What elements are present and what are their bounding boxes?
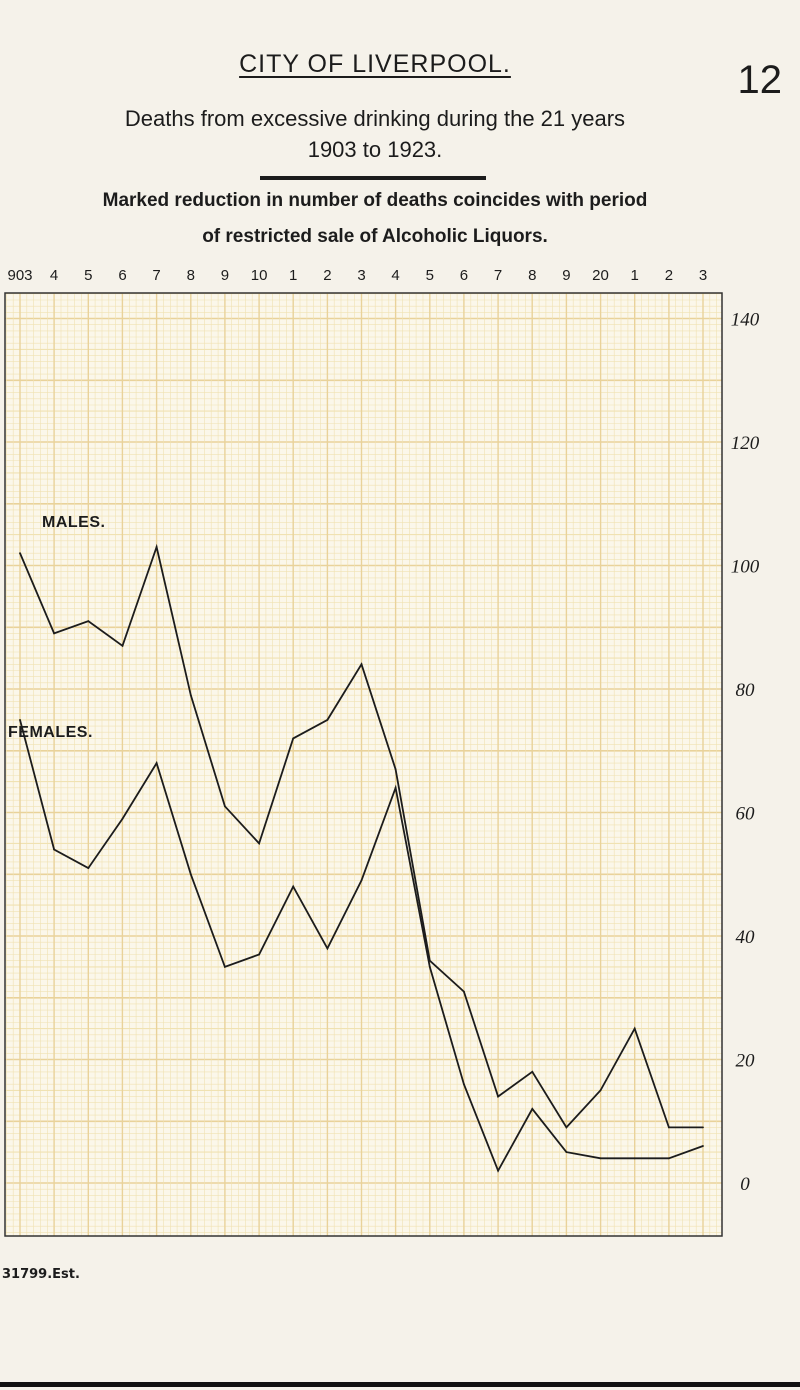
data-point-males-1904 xyxy=(53,632,55,635)
data-point-females-1904 xyxy=(53,848,55,851)
x-tick-label-1913: 3 xyxy=(357,267,365,284)
data-point-males-1913 xyxy=(360,663,363,666)
heading-rule xyxy=(260,176,486,180)
data-point-females-1916 xyxy=(463,1083,465,1086)
data-point-females-1913 xyxy=(360,879,363,882)
x-tick-label-1920: 20 xyxy=(592,267,609,284)
page-title: CITY OF LIVERPOOL. xyxy=(239,50,511,78)
y-tick-label-40: 40 xyxy=(736,927,756,948)
x-tick-label-1905: 5 xyxy=(84,267,92,284)
data-point-females-1914 xyxy=(394,786,397,789)
chart-heading-line-2: 1903 to 1923. xyxy=(307,137,443,162)
data-point-males-1920 xyxy=(599,1089,602,1092)
x-tick-label-1903: 903 xyxy=(7,267,32,284)
x-tick-label-1918: 8 xyxy=(528,267,536,284)
y-tick-label-0: 0 xyxy=(740,1174,750,1195)
x-tick-label-1912: 2 xyxy=(323,267,331,284)
y-axis-labels: 0 20 40 60 80 100 120 140 xyxy=(731,310,760,1196)
x-tick-label-1904: 4 xyxy=(50,267,58,284)
data-point-males-1906 xyxy=(121,644,124,647)
x-axis-year-labels: 903 4 5 6 7 8 9 10 1 2 3 4 5 6 7 8 9 20 1 2 3 xyxy=(7,267,707,284)
x-tick-label-1907: 7 xyxy=(152,267,160,284)
deaths-line-chart: 903 4 5 6 7 8 9 10 1 2 3 4 5 6 7 8 9 20 1 2 3 0 20 40 60 80 100 12… xyxy=(4,267,760,1237)
x-tick-label-1915: 5 xyxy=(426,267,434,284)
data-point-males-1918 xyxy=(531,1070,534,1073)
y-tick-label-60: 60 xyxy=(736,804,756,825)
x-tick-label-1911: 1 xyxy=(289,267,297,284)
data-point-females-1911 xyxy=(292,885,295,888)
data-point-males-1923 xyxy=(702,1126,704,1129)
series-label-females: FEMALES. xyxy=(8,724,93,741)
data-point-males-1909 xyxy=(224,805,226,808)
page-number: 12 xyxy=(737,58,783,102)
subheading-line-1: Marked reduction in number of deaths coi… xyxy=(102,190,648,211)
data-point-males-1903 xyxy=(19,552,21,554)
x-tick-label-1921: 1 xyxy=(631,267,639,284)
data-point-females-1907 xyxy=(155,762,158,764)
data-point-males-1914 xyxy=(394,768,397,771)
plot-frame xyxy=(4,292,723,1237)
x-tick-label-1906: 6 xyxy=(118,267,126,284)
chart-grid xyxy=(4,292,723,1237)
x-tick-label-1917: 7 xyxy=(494,267,502,284)
y-tick-label-20: 20 xyxy=(736,1051,756,1072)
series-label-males: MALES. xyxy=(42,514,105,531)
data-point-males-1919 xyxy=(565,1126,568,1129)
chart-series xyxy=(19,543,704,1173)
data-point-females-1910 xyxy=(258,953,260,956)
x-tick-label-1922: 2 xyxy=(665,267,673,284)
series-labels: MALES. FEMALES. xyxy=(8,514,105,741)
x-tick-label-1914: 4 xyxy=(391,267,399,284)
data-point-females-1915 xyxy=(428,966,431,968)
data-point-females-1903 xyxy=(19,719,21,721)
data-point-females-1919 xyxy=(565,1151,568,1153)
data-point-females-1922 xyxy=(668,1157,670,1160)
data-point-males-1908 xyxy=(189,694,192,697)
data-point-females-1917 xyxy=(497,1169,499,1172)
y-tick-label-120: 120 xyxy=(731,433,760,454)
x-tick-label-1916: 6 xyxy=(460,267,468,284)
data-point-males-1910 xyxy=(258,842,260,845)
x-tick-label-1908: 8 xyxy=(187,267,195,284)
subheading-line-2: of restricted sale of Alcoholic Liquors. xyxy=(202,226,548,247)
data-point-females-1923 xyxy=(702,1145,704,1147)
y-tick-label-100: 100 xyxy=(731,557,760,578)
data-point-males-1922 xyxy=(668,1126,670,1129)
plot-background xyxy=(5,293,722,1236)
x-tick-label-1923: 3 xyxy=(699,267,707,284)
chart-heading-line-1: Deaths from excessive drinking during th… xyxy=(124,106,626,131)
footer-note: 31799.Est. xyxy=(2,1267,80,1282)
data-point-males-1921 xyxy=(633,1027,636,1030)
data-point-females-1909 xyxy=(224,966,226,968)
data-point-females-1920 xyxy=(599,1157,602,1160)
data-point-males-1911 xyxy=(292,737,295,740)
data-point-males-1905 xyxy=(87,620,90,622)
bottom-border xyxy=(0,1382,800,1387)
data-point-females-1908 xyxy=(189,873,192,876)
x-tick-label-1910: 10 xyxy=(251,267,268,284)
y-tick-label-80: 80 xyxy=(736,680,756,701)
x-tick-label-1909: 9 xyxy=(221,267,229,284)
data-point-females-1905 xyxy=(87,867,90,869)
data-point-females-1912 xyxy=(326,947,329,950)
data-point-males-1916 xyxy=(463,990,465,993)
data-point-males-1907 xyxy=(155,546,158,548)
x-tick-label-1919: 9 xyxy=(562,267,570,284)
data-point-females-1918 xyxy=(531,1108,534,1110)
y-tick-label-140: 140 xyxy=(731,310,760,331)
data-point-males-1917 xyxy=(497,1095,499,1098)
data-point-females-1906 xyxy=(121,817,124,820)
data-point-females-1921 xyxy=(633,1157,636,1160)
data-point-males-1912 xyxy=(326,719,329,721)
